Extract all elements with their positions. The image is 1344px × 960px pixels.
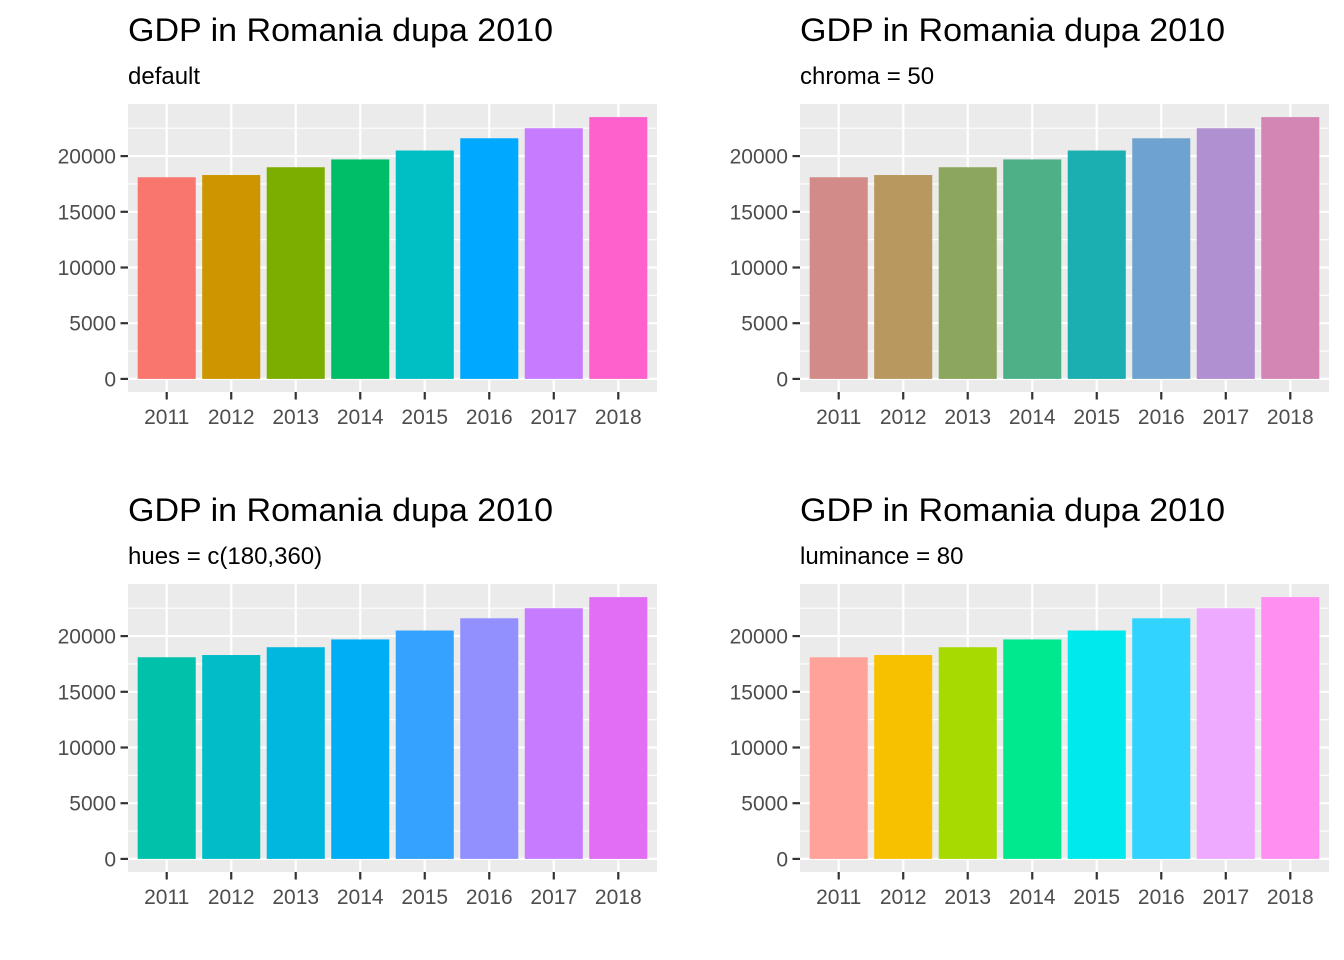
bar-2013 — [266, 167, 325, 379]
bar-2018 — [1261, 597, 1320, 859]
x-tick-label: 2014 — [1009, 406, 1056, 429]
y-tick-label: 10000 — [58, 257, 116, 280]
y-tick-label: 5000 — [69, 313, 116, 336]
bar-2012 — [202, 655, 261, 859]
bar-2012 — [202, 175, 261, 379]
x-tick-label: 2018 — [595, 886, 642, 909]
bar-2016 — [460, 138, 519, 379]
x-tick-label: 2017 — [1202, 886, 1249, 909]
bar-2013 — [938, 167, 997, 379]
bar-2014 — [1003, 639, 1062, 859]
x-tick-label: 2014 — [337, 886, 384, 909]
x-tick-label: 2017 — [530, 406, 577, 429]
bar-2012 — [874, 175, 933, 379]
y-tick-label: 0 — [776, 848, 788, 871]
chart-subtitle: hues = c(180,360) — [128, 543, 322, 570]
x-tick-label: 2013 — [944, 886, 991, 909]
chart-title: GDP in Romania dupa 2010 — [128, 12, 553, 48]
y-tick-label: 15000 — [58, 201, 116, 224]
bar-2014 — [331, 639, 390, 859]
x-tick-label: 2016 — [466, 406, 513, 429]
x-tick-label: 2016 — [466, 886, 513, 909]
x-tick-label: 2016 — [1138, 886, 1185, 909]
y-tick-label: 10000 — [58, 737, 116, 760]
x-tick-label: 2013 — [944, 406, 991, 429]
chart-chroma-50: GDP in Romania dupa 2010 chroma = 50 0 5000… — [730, 12, 1329, 429]
chart-title: GDP in Romania dupa 2010 — [128, 492, 553, 528]
chart-subtitle: luminance = 80 — [800, 543, 963, 570]
x-tick-label: 2012 — [208, 886, 255, 909]
y-tick-label: 20000 — [58, 626, 116, 649]
y-tick-label: 20000 — [58, 146, 116, 169]
chart-title: GDP in Romania dupa 2010 — [800, 12, 1225, 48]
y-tick-label: 0 — [776, 368, 788, 391]
y-tick-label: 20000 — [730, 626, 788, 649]
y-tick-label: 15000 — [58, 681, 116, 704]
bar-2011 — [137, 657, 196, 859]
x-tick-label: 2011 — [144, 406, 189, 429]
y-tick-label: 10000 — [730, 737, 788, 760]
bar-2017 — [1196, 608, 1255, 859]
bar-2018 — [589, 597, 648, 859]
bar-2017 — [1196, 128, 1255, 379]
bar-2016 — [1132, 138, 1191, 379]
y-tick-label: 15000 — [730, 201, 788, 224]
bar-2015 — [395, 630, 454, 859]
bar-2016 — [460, 618, 519, 859]
bar-2015 — [1067, 630, 1126, 859]
y-tick-label: 10000 — [730, 257, 788, 280]
y-tick-label: 5000 — [741, 793, 788, 816]
x-tick-label: 2015 — [401, 886, 448, 909]
bar-2013 — [266, 647, 325, 859]
bar-2014 — [1003, 159, 1062, 379]
x-tick-label: 2017 — [1202, 406, 1249, 429]
x-tick-label: 2011 — [144, 886, 189, 909]
bar-2018 — [1261, 117, 1320, 379]
x-tick-label: 2016 — [1138, 406, 1185, 429]
x-tick-label: 2011 — [816, 406, 861, 429]
y-tick-label: 5000 — [741, 313, 788, 336]
chart-default: GDP in Romania dupa 2010 default 0 5000 1000… — [58, 12, 657, 429]
x-tick-label: 2014 — [337, 406, 384, 429]
x-tick-label: 2011 — [816, 886, 861, 909]
x-tick-label: 2018 — [1267, 886, 1314, 909]
x-tick-label: 2015 — [1073, 886, 1120, 909]
x-tick-label: 2012 — [880, 406, 927, 429]
bar-2014 — [331, 159, 390, 379]
bar-2011 — [809, 657, 868, 859]
x-tick-label: 2014 — [1009, 886, 1056, 909]
y-tick-label: 0 — [104, 848, 116, 871]
chart-hues-180-360: GDP in Romania dupa 2010 hues = c(180,360… — [58, 492, 657, 909]
bar-2011 — [137, 177, 196, 379]
y-tick-label: 15000 — [730, 681, 788, 704]
bar-2015 — [395, 150, 454, 379]
x-tick-label: 2015 — [1073, 406, 1120, 429]
bar-2013 — [938, 647, 997, 859]
y-tick-label: 0 — [104, 368, 116, 391]
bar-2018 — [589, 117, 648, 379]
x-tick-label: 2018 — [595, 406, 642, 429]
bar-2012 — [874, 655, 933, 859]
y-tick-label: 20000 — [730, 146, 788, 169]
x-tick-label: 2013 — [272, 886, 319, 909]
y-tick-label: 5000 — [69, 793, 116, 816]
bar-2017 — [524, 608, 583, 859]
bar-2016 — [1132, 618, 1191, 859]
chart-luminance-80: GDP in Romania dupa 2010 luminance = 80 0 5… — [730, 492, 1329, 909]
chart-title: GDP in Romania dupa 2010 — [800, 492, 1225, 528]
x-tick-label: 2018 — [1267, 406, 1314, 429]
x-tick-label: 2013 — [272, 406, 319, 429]
bar-2015 — [1067, 150, 1126, 379]
bar-2017 — [524, 128, 583, 379]
chart-subtitle: default — [128, 63, 200, 90]
chart-subtitle: chroma = 50 — [800, 63, 934, 90]
x-tick-label: 2017 — [530, 886, 577, 909]
x-tick-label: 2012 — [208, 406, 255, 429]
bar-2011 — [809, 177, 868, 379]
x-tick-label: 2012 — [880, 886, 927, 909]
x-tick-label: 2015 — [401, 406, 448, 429]
